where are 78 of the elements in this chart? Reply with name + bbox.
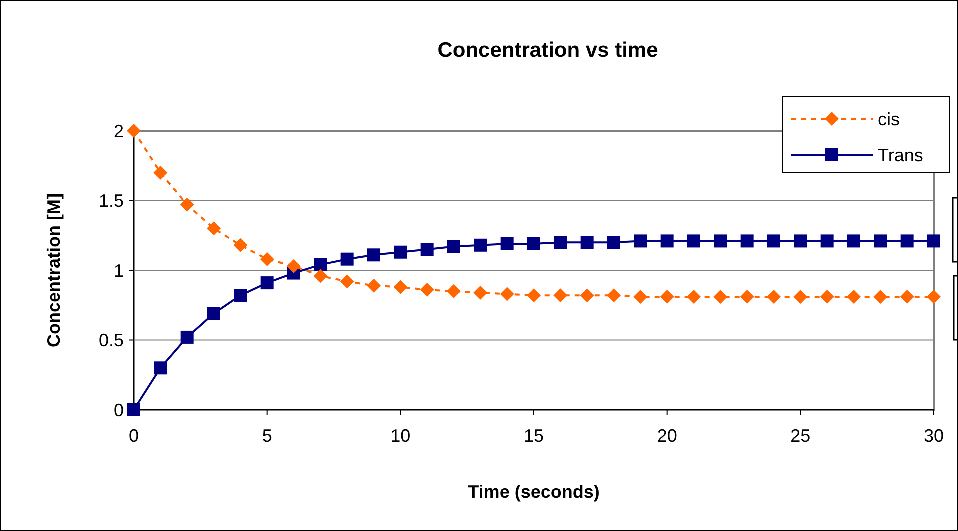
point bbox=[367, 278, 381, 293]
x-tick-label: 5 bbox=[262, 426, 272, 446]
point bbox=[714, 234, 728, 248]
point bbox=[340, 274, 354, 289]
point bbox=[847, 290, 861, 304]
point bbox=[660, 290, 674, 304]
point bbox=[740, 290, 754, 304]
point bbox=[260, 276, 274, 290]
y-tick-label: 1 bbox=[114, 260, 124, 281]
x-axis-title: Time (seconds) bbox=[468, 482, 600, 502]
point bbox=[608, 236, 620, 250]
point bbox=[634, 290, 648, 304]
point bbox=[580, 236, 594, 250]
x-tick-label: 15 bbox=[524, 426, 544, 446]
point bbox=[394, 246, 408, 259]
x-tick-label: 0 bbox=[128, 426, 140, 446]
point bbox=[874, 290, 888, 304]
point bbox=[634, 234, 648, 248]
point bbox=[607, 288, 621, 303]
point bbox=[314, 269, 328, 284]
point bbox=[394, 280, 408, 294]
x-tick-label: 20 bbox=[657, 426, 678, 446]
x-tick-label: 10 bbox=[390, 426, 411, 446]
point bbox=[687, 290, 701, 304]
point bbox=[234, 238, 248, 252]
y-tick-label: 1.5 bbox=[98, 191, 124, 212]
chart-title: Concentration vs time bbox=[438, 39, 658, 62]
point bbox=[287, 259, 301, 274]
point bbox=[848, 234, 860, 248]
x-tick-label: 25 bbox=[790, 426, 811, 446]
point bbox=[154, 362, 168, 375]
point bbox=[368, 248, 380, 262]
point bbox=[448, 240, 460, 254]
point bbox=[900, 290, 914, 304]
point bbox=[180, 198, 194, 212]
point bbox=[208, 307, 220, 320]
point bbox=[740, 234, 754, 248]
legend-label: Trans bbox=[878, 145, 924, 166]
point bbox=[820, 234, 834, 248]
point bbox=[127, 124, 141, 138]
y-tick-label: 0 bbox=[114, 400, 124, 420]
point bbox=[420, 283, 434, 298]
point bbox=[660, 234, 674, 248]
point bbox=[928, 234, 940, 248]
point bbox=[688, 234, 700, 248]
point bbox=[794, 234, 808, 248]
y-axis-title: Concentration [M] bbox=[44, 194, 64, 348]
point bbox=[154, 166, 168, 180]
point bbox=[820, 290, 834, 304]
point bbox=[527, 288, 541, 303]
point bbox=[234, 289, 248, 302]
point bbox=[580, 288, 594, 303]
point bbox=[528, 237, 540, 250]
point bbox=[207, 222, 221, 236]
point bbox=[500, 287, 514, 302]
y-tick-label: 0.5 bbox=[98, 330, 124, 351]
legend-label: cis bbox=[878, 109, 900, 130]
point bbox=[794, 290, 808, 304]
point bbox=[420, 243, 434, 256]
point bbox=[874, 234, 888, 248]
point bbox=[554, 236, 568, 250]
point bbox=[900, 234, 914, 248]
point bbox=[768, 234, 780, 248]
point bbox=[314, 258, 328, 272]
point bbox=[180, 330, 194, 344]
point bbox=[474, 286, 488, 300]
point bbox=[554, 288, 568, 303]
point bbox=[927, 290, 941, 304]
point bbox=[447, 284, 461, 298]
x-tick-label: 30 bbox=[924, 426, 944, 446]
point bbox=[260, 252, 274, 266]
point bbox=[767, 290, 781, 304]
y-tick-label: 2 bbox=[114, 121, 124, 142]
point bbox=[500, 237, 514, 250]
point bbox=[340, 252, 354, 266]
point bbox=[128, 404, 140, 416]
point bbox=[474, 238, 488, 252]
point bbox=[714, 290, 728, 304]
